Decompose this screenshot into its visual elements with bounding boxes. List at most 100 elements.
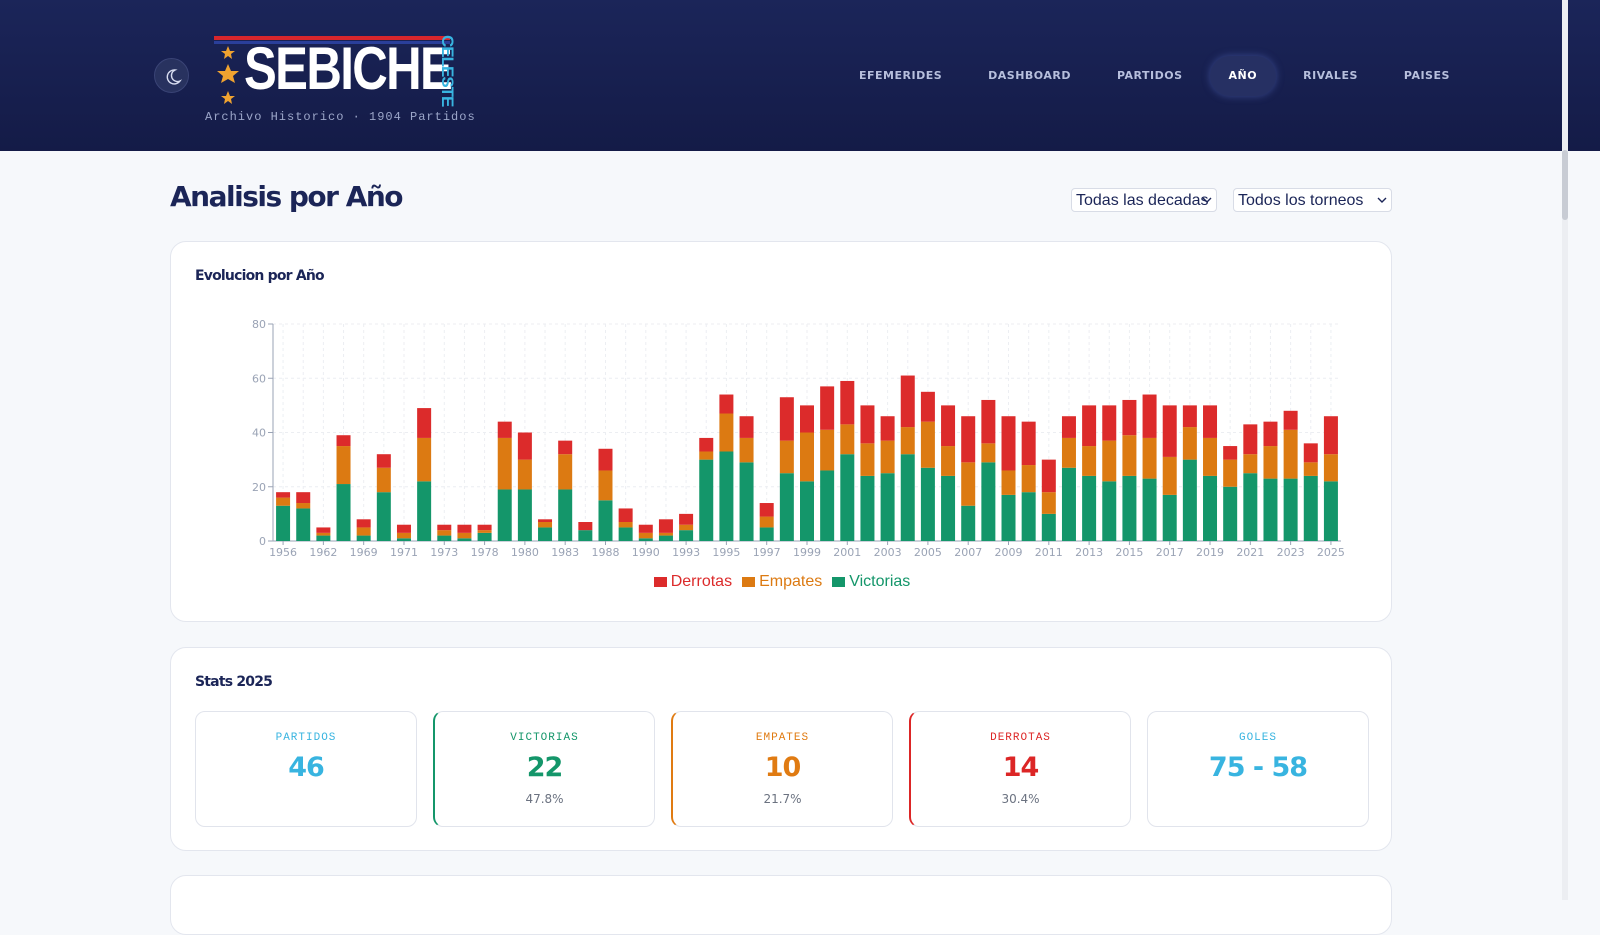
bar-segment	[981, 462, 996, 541]
card-title: Evolucion por Año	[195, 268, 325, 284]
scroll-thumb[interactable]	[1562, 150, 1568, 220]
x-tick-label: 2017	[1156, 546, 1184, 559]
nav-item[interactable]: EFEMERIDES	[859, 69, 943, 82]
bar-segment	[1041, 513, 1056, 541]
bar-segment	[638, 524, 653, 533]
x-tick-label: 2003	[874, 546, 902, 559]
bar-segment	[638, 532, 653, 539]
bar-segment	[900, 427, 915, 455]
bar-segment	[417, 437, 432, 482]
bar-segment	[679, 530, 694, 541]
nav-item[interactable]: AÑO	[1209, 56, 1277, 96]
bar-segment	[417, 408, 432, 438]
bar-segment	[1142, 394, 1157, 438]
bar-segment	[1001, 416, 1016, 471]
bar-segment	[356, 535, 371, 541]
nav-item[interactable]: DASHBOARD	[988, 69, 1071, 82]
bar-segment	[1061, 416, 1076, 438]
next-card	[170, 875, 1392, 935]
bar-segment	[1283, 429, 1298, 479]
bar-segment	[1303, 475, 1318, 541]
bar-segment	[296, 492, 311, 504]
bar-segment	[1162, 405, 1177, 457]
x-tick-label: 1999	[793, 546, 821, 559]
bar-segment	[396, 532, 411, 539]
x-tick-label: 1988	[591, 546, 619, 559]
bar-segment	[800, 481, 814, 541]
bar-segment	[396, 538, 411, 541]
bar-segment	[538, 519, 553, 523]
logo-subtext: CELESTE	[438, 35, 457, 107]
stat-value: 75 - 58	[1208, 752, 1308, 783]
bar-segment	[920, 391, 935, 422]
nav-item[interactable]: RIVALES	[1303, 69, 1358, 82]
bar-segment	[396, 524, 411, 533]
bar-segment	[598, 470, 613, 501]
bar-segment	[1162, 456, 1177, 495]
bar-segment	[800, 405, 814, 433]
bar-segment	[800, 432, 814, 482]
bar-segment	[820, 470, 835, 541]
stat-percent: 47.8%	[525, 792, 564, 806]
bar-segment	[1061, 437, 1076, 468]
bar-segment	[517, 459, 532, 490]
y-tick-label: 80	[252, 318, 266, 331]
bar-segment	[941, 405, 956, 447]
bar-segment	[658, 535, 673, 541]
logo-art	[214, 36, 450, 104]
stat-box: EMPATES 10 21.7%	[671, 711, 893, 827]
legend-item[interactable]: Victorias	[832, 573, 910, 591]
bar-segment	[1142, 478, 1157, 541]
bar-segment	[840, 424, 855, 455]
stat-box: DERROTAS 14 30.4%	[909, 711, 1131, 827]
bar-segment	[517, 489, 532, 541]
scrollbar[interactable]	[1562, 0, 1568, 900]
logo-text: SEBICHE	[244, 35, 453, 102]
bar-segment	[719, 451, 734, 541]
bar-segment	[920, 467, 935, 541]
bar-segment	[1082, 475, 1097, 541]
logo[interactable]: SEBICHE CELESTE	[210, 24, 464, 106]
bar-segment	[860, 405, 875, 444]
bar-segment	[880, 416, 895, 441]
bar-segment	[376, 492, 391, 541]
x-tick-label: 1962	[309, 546, 337, 559]
bar-segment	[961, 416, 976, 463]
bar-segment	[1263, 478, 1278, 541]
bar-segment	[558, 454, 573, 490]
stats-card: Stats 2025 PARTIDOS 46 VICTORIAS 22 47.8% EMP…	[170, 647, 1392, 851]
bar-segment	[477, 530, 492, 533]
nav-item[interactable]: PARTIDOS	[1116, 69, 1183, 82]
x-tick-label: 1973	[430, 546, 458, 559]
legend-label: Empates	[759, 573, 823, 590]
bar-segment	[840, 454, 855, 541]
nav-item[interactable]: PAISES	[1403, 69, 1450, 82]
bar-segment	[981, 399, 996, 444]
theme-toggle[interactable]	[154, 58, 189, 93]
legend-item[interactable]: Derrotas	[653, 573, 732, 591]
bar-segment	[759, 527, 774, 541]
bar-segment	[376, 454, 391, 468]
bar-segment	[1082, 405, 1097, 447]
legend: Derrotas Empates Victorias	[171, 573, 1393, 591]
decade-select[interactable]: Todas las decadas	[1071, 188, 1217, 212]
stat-value: 14	[1002, 752, 1040, 783]
bar-segment	[699, 437, 714, 452]
bar-segment	[558, 440, 573, 455]
stat-label: VICTORIAS	[510, 732, 579, 744]
stat-value: 22	[526, 752, 564, 783]
chevron	[1377, 197, 1387, 203]
nav: EFEMERIDES DASHBOARD PARTIDOS AÑO RIVALES PAI…	[836, 56, 1473, 96]
bar-segment	[1263, 446, 1278, 479]
bar-segment	[920, 421, 935, 468]
chart: 0 20 40 60 80 1956 1962 1969 1971 1973 1978 1980 198…	[252, 318, 1345, 559]
y-tick-label: 0	[259, 535, 266, 548]
bar-segment	[679, 524, 694, 531]
bar-segment	[739, 416, 754, 438]
tournament-select[interactable]: Todos los torneos	[1233, 188, 1392, 212]
bar-segment	[658, 519, 673, 533]
bar-segment	[679, 513, 694, 525]
legend-item[interactable]: Empates	[742, 573, 822, 591]
stat-box: VICTORIAS 22 47.8%	[433, 711, 655, 827]
